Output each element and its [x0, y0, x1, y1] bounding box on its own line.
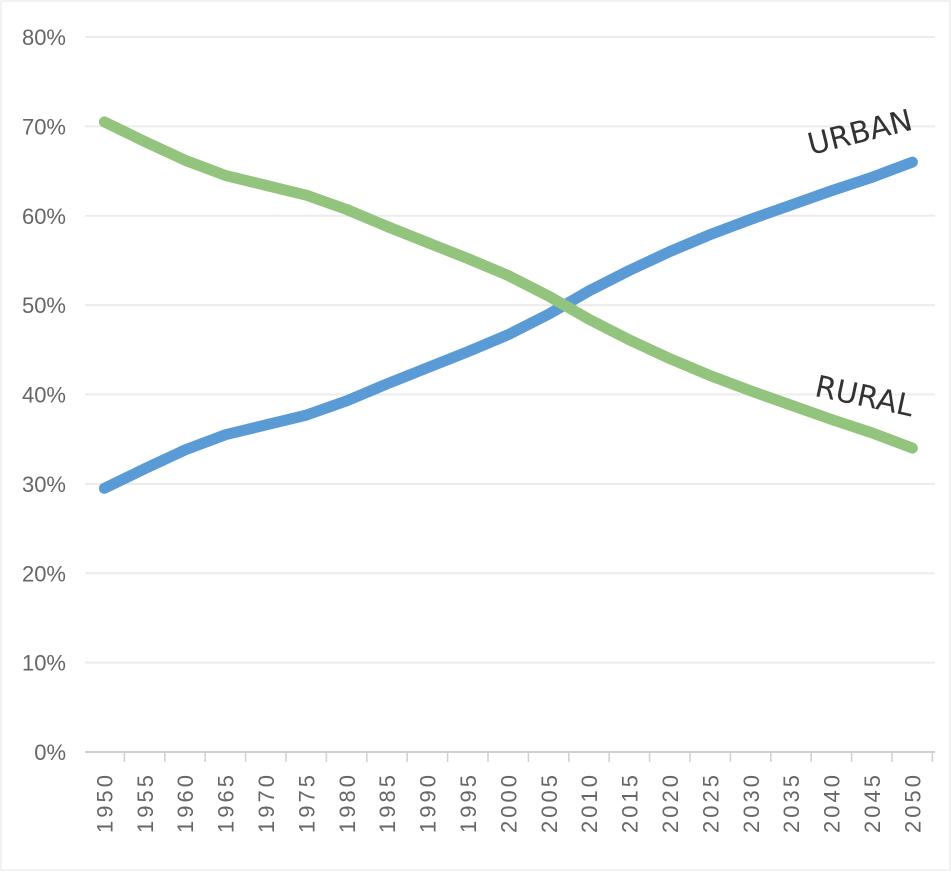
line	[98, 116, 918, 454]
x-tick-label: 1975	[294, 772, 319, 833]
y-tick-label: 0%	[34, 740, 66, 765]
y-tick-label: 50%	[22, 293, 66, 318]
y-tick-label: 70%	[22, 114, 66, 139]
y-tick-label: 20%	[22, 561, 66, 586]
y-tick-label: 30%	[22, 472, 66, 497]
x-tick-label: 1970	[254, 772, 279, 833]
x-tick-label: 2010	[577, 772, 602, 833]
y-tick-label: 40%	[22, 383, 66, 408]
y-tick-label: 60%	[22, 204, 66, 229]
line	[98, 156, 918, 494]
x-tick-label: 1990	[416, 772, 441, 833]
x-tick-label: 1965	[214, 772, 239, 833]
y-tick-label: 80%	[22, 25, 66, 50]
series-label: URBAN	[804, 103, 916, 163]
x-tick-label: 1960	[173, 772, 198, 833]
x-tick-label: 1995	[456, 772, 481, 833]
x-tick-label: 2045	[860, 772, 885, 833]
x-tick-label: 1980	[335, 772, 360, 833]
y-tick-label: 10%	[22, 651, 66, 676]
x-tick-label: 2030	[739, 772, 764, 833]
x-tick-label: 2020	[658, 772, 683, 833]
x-tick-label: 2015	[618, 772, 643, 833]
x-tick-label: 1955	[133, 772, 158, 833]
x-tick-label: 1950	[92, 772, 117, 833]
x-tick-label: 1985	[375, 772, 400, 833]
x-tick-label: 2000	[496, 772, 521, 833]
x-tick-label: 2005	[537, 772, 562, 833]
x-tick-label: 2025	[698, 772, 723, 833]
x-tick-label: 2035	[779, 772, 804, 833]
x-tick-label: 2040	[820, 772, 845, 833]
x-tick-label: 2050	[900, 772, 925, 833]
